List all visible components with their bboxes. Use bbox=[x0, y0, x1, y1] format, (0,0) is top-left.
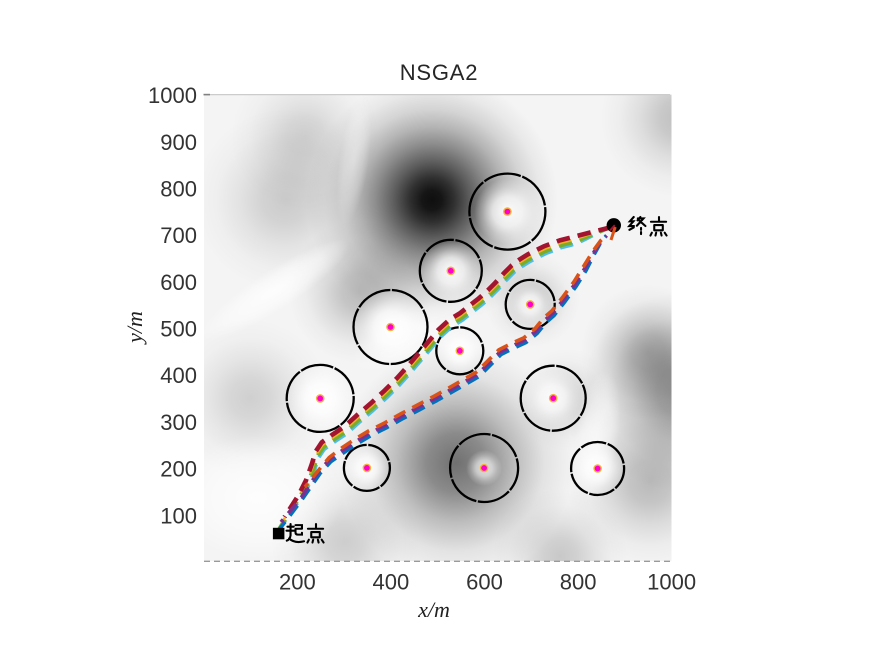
svg-text:200: 200 bbox=[279, 570, 316, 595]
svg-text:500: 500 bbox=[160, 317, 197, 342]
svg-text:1000: 1000 bbox=[647, 570, 696, 595]
svg-text:200: 200 bbox=[160, 457, 197, 482]
svg-text:400: 400 bbox=[373, 570, 410, 595]
svg-text:NSGA2: NSGA2 bbox=[400, 60, 479, 85]
svg-text:800: 800 bbox=[160, 177, 197, 202]
svg-text:600: 600 bbox=[160, 270, 197, 295]
svg-text:y/m: y/m bbox=[122, 311, 147, 345]
svg-text:x/m: x/m bbox=[417, 597, 450, 622]
svg-text:600: 600 bbox=[466, 570, 503, 595]
svg-text:800: 800 bbox=[560, 570, 597, 595]
svg-text:100: 100 bbox=[160, 503, 197, 528]
svg-text:300: 300 bbox=[160, 410, 197, 435]
svg-text:700: 700 bbox=[160, 223, 197, 248]
svg-text:1000: 1000 bbox=[148, 83, 197, 108]
svg-text:900: 900 bbox=[160, 130, 197, 155]
svg-text:400: 400 bbox=[160, 363, 197, 388]
